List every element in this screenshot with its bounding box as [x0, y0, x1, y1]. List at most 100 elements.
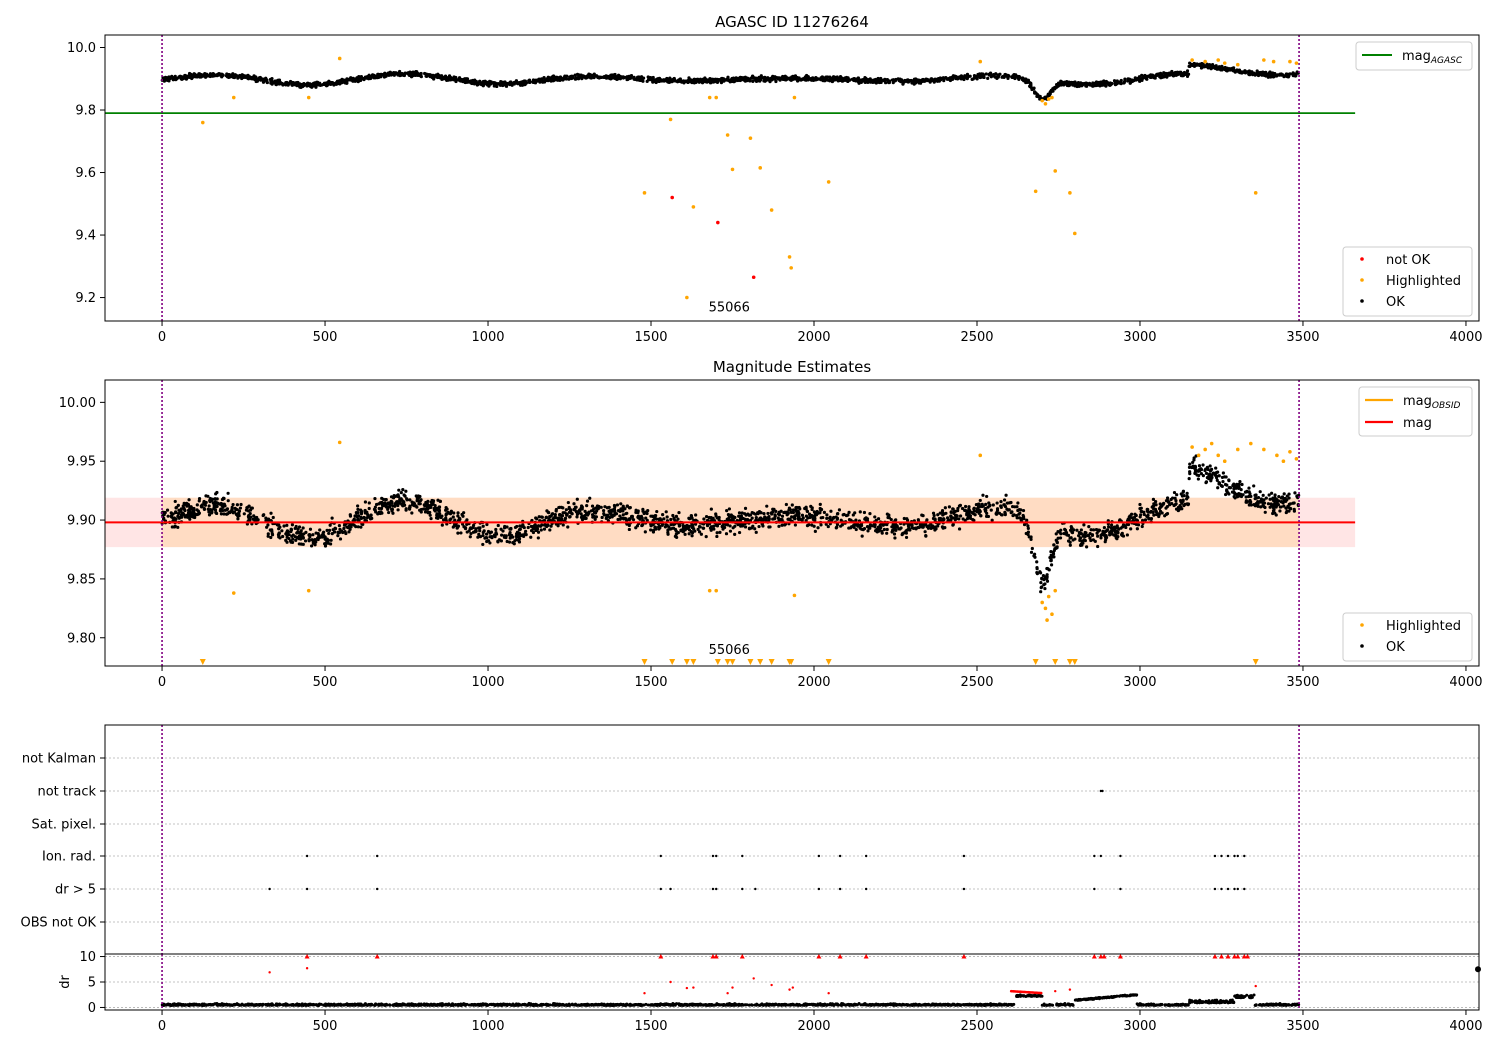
ok-point [665, 523, 669, 528]
ok-point [703, 78, 707, 82]
ok-point [1070, 526, 1074, 531]
ok-point [1035, 570, 1039, 575]
ok-point [453, 518, 457, 522]
ok-point [899, 526, 903, 530]
ok-point [767, 517, 771, 521]
ok-point [828, 515, 832, 519]
ok-point [345, 77, 349, 81]
ok-point [813, 516, 817, 521]
ok-point [204, 500, 208, 505]
ok-point [1101, 82, 1105, 86]
ok-point [818, 511, 822, 515]
ok-point [318, 83, 322, 87]
ok-point [816, 526, 820, 530]
ok-point [178, 509, 182, 513]
ok-point [456, 511, 460, 515]
ok-point [281, 534, 285, 539]
point-highlighted [1040, 98, 1044, 103]
ok-point [476, 82, 480, 87]
ok-point [503, 80, 507, 84]
ok-point [748, 78, 752, 82]
ok-point [989, 75, 993, 79]
ok-point [486, 81, 490, 85]
ok-point [208, 507, 213, 512]
ok-point [796, 79, 800, 83]
point-highlighted [725, 133, 730, 137]
ok-point [222, 512, 226, 516]
ok-point [581, 516, 585, 520]
ok-point [1266, 75, 1270, 79]
ok-point [548, 528, 552, 532]
ok-point [743, 512, 747, 516]
ok-point [929, 78, 933, 82]
ok-point [938, 516, 943, 521]
ok-point [359, 516, 364, 520]
ok-point [981, 493, 985, 497]
ok-point [1248, 73, 1252, 77]
ok-point [1114, 80, 1118, 85]
ok-point [435, 514, 440, 518]
ok-point [517, 540, 522, 544]
ok-point [428, 513, 432, 517]
ok-point [985, 494, 989, 499]
ok-point [1034, 91, 1038, 95]
x-tick-label: 1500 [634, 330, 667, 345]
annotation-obsid: 55066 [709, 301, 750, 316]
ok-point [213, 508, 218, 512]
ok-point [1240, 482, 1244, 487]
ok-point [356, 525, 360, 529]
ok-point [616, 509, 621, 513]
ok-point [751, 79, 755, 83]
ok-point [405, 497, 409, 501]
ok-point [265, 80, 269, 85]
ok-point [751, 524, 755, 528]
ok-point [1056, 530, 1060, 534]
ok-point [171, 516, 175, 520]
ok-point [659, 518, 663, 522]
ok-point [202, 73, 206, 77]
point-highlighted [1216, 58, 1221, 62]
ok-point [941, 76, 945, 80]
ok-point [1125, 533, 1129, 537]
ok-point [488, 535, 492, 539]
ok-point [1096, 544, 1100, 549]
ok-point [264, 518, 268, 523]
ok-point [266, 534, 270, 538]
ok-point [776, 512, 781, 516]
ok-point [962, 77, 966, 82]
ok-point [844, 513, 849, 518]
ok-point [730, 516, 734, 520]
ok-point [488, 541, 492, 545]
ok-point [545, 509, 549, 513]
ok-point [534, 516, 538, 520]
legend-label-main: mag [1402, 49, 1431, 64]
ok-point [826, 524, 830, 529]
ok-point [921, 525, 925, 529]
ok-point [567, 510, 572, 514]
ok-point [174, 77, 178, 81]
ok-point [498, 82, 502, 86]
ok-point [954, 513, 958, 517]
ok-point [1017, 507, 1021, 512]
ok-point [1214, 66, 1218, 71]
ok-point [1051, 87, 1055, 91]
ok-point [613, 512, 618, 516]
ok-point [301, 526, 305, 530]
ok-point [309, 544, 314, 548]
ok-point [1233, 496, 1237, 500]
ok-point [1262, 73, 1266, 77]
ok-point [531, 530, 536, 535]
ok-point [1165, 496, 1170, 500]
legend-label: OK [1386, 295, 1405, 310]
ok-point [1002, 498, 1007, 502]
ok-point [1028, 84, 1032, 88]
ok-point [404, 507, 408, 511]
ok-point [356, 518, 360, 522]
ok-point [1043, 586, 1047, 591]
ok-point [277, 531, 281, 535]
ok-point [591, 515, 595, 519]
ok-point [866, 79, 870, 83]
ok-point [644, 516, 648, 520]
ok-point [522, 525, 526, 530]
ok-point [1026, 524, 1030, 528]
